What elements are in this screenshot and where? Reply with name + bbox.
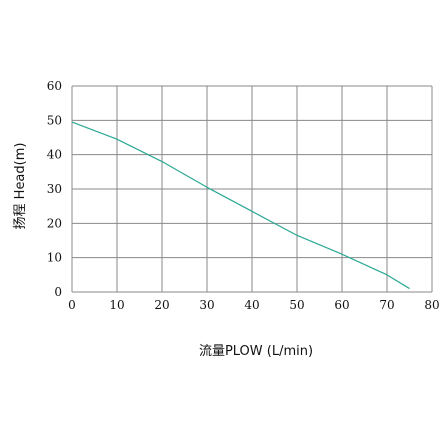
y-tick-label: 30 — [47, 182, 62, 196]
y-axis-label: 扬程 Head(m) — [13, 143, 28, 230]
x-tick-label: 60 — [334, 298, 349, 312]
y-tick-label: 0 — [54, 285, 62, 299]
y-tick-label: 20 — [47, 216, 62, 230]
y-tick-label: 60 — [47, 79, 62, 93]
series-line — [71, 121, 410, 290]
y-tick-label: 40 — [47, 148, 62, 162]
series-layer — [71, 121, 410, 290]
x-tick-label: 20 — [154, 298, 169, 312]
x-tick-label: 0 — [68, 298, 76, 312]
x-tick-label: 80 — [424, 298, 439, 312]
grid — [71, 85, 433, 293]
x-tick-label: 40 — [244, 298, 259, 312]
x-tick-label: 50 — [289, 298, 304, 312]
x-tick-label: 30 — [199, 298, 214, 312]
x-tick-label: 10 — [109, 298, 124, 312]
y-tick-label: 10 — [47, 251, 62, 265]
y-tick-label: 50 — [47, 113, 62, 127]
x-axis-label: 流量PLOW (L/min) — [199, 344, 313, 359]
x-tick-label: 70 — [379, 298, 394, 312]
tick-labels: 0 10 20 30 40 50 60 70 80 0 10 20 30 40 50 60 — [47, 79, 440, 312]
